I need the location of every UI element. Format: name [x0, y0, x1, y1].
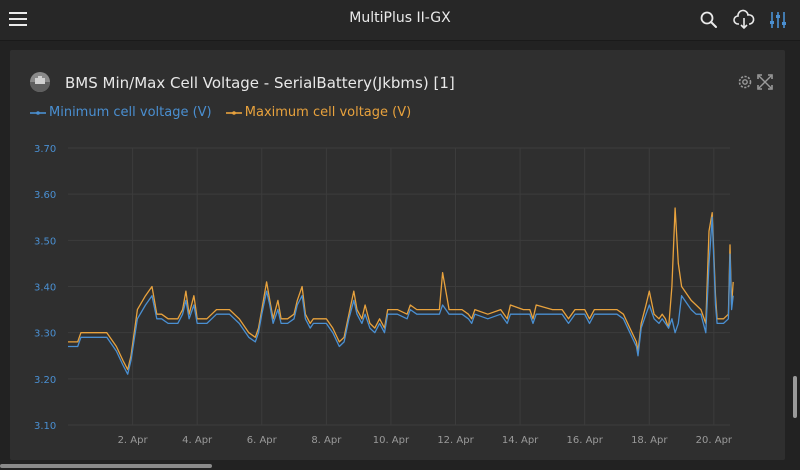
horizontal-scrollbar[interactable] — [0, 464, 212, 468]
legend-min-label: Minimum cell voltage (V) — [49, 105, 212, 120]
battery-logo-icon — [30, 72, 50, 92]
x-tick-label: 8. Apr — [311, 435, 342, 446]
y-tick-label: 3.60 — [34, 190, 56, 201]
x-tick-label: 6. Apr — [247, 435, 278, 446]
y-tick-label: 3.10 — [34, 421, 56, 432]
y-tick-label: 3.40 — [34, 283, 56, 294]
gear-icon[interactable] — [736, 73, 754, 91]
search-icon[interactable] — [698, 9, 720, 31]
x-tick-label: 2. Apr — [118, 435, 149, 446]
x-tick-label: 16. Apr — [566, 435, 603, 446]
legend-min-swatch-icon — [30, 110, 46, 115]
menu-icon[interactable] — [9, 12, 27, 28]
y-tick-label: 3.30 — [34, 329, 56, 340]
chart-legend: Minimum cell voltage (V) Maximum cell vo… — [30, 105, 421, 121]
y-tick-label: 3.70 — [34, 144, 56, 155]
legend-max-swatch-icon — [225, 110, 242, 115]
series-line-max-cell-voltage — [68, 207, 734, 371]
x-tick-label: 18. Apr — [631, 435, 668, 446]
x-tick-label: 20. Apr — [696, 435, 733, 446]
series-line-min-cell-voltage — [68, 216, 734, 375]
sliders-icon[interactable] — [767, 9, 789, 31]
x-tick-label: 10. Apr — [373, 435, 410, 446]
x-tick-label: 12. Apr — [437, 435, 474, 446]
legend-max-label: Maximum cell voltage (V) — [244, 105, 412, 120]
panel-title: BMS Min/Max Cell Voltage - SerialBattery… — [65, 74, 455, 92]
chart-panel: BMS Min/Max Cell Voltage - SerialBattery… — [10, 50, 785, 460]
legend-item-min[interactable]: Minimum cell voltage (V) — [30, 105, 212, 120]
x-tick-label: 4. Apr — [182, 435, 213, 446]
legend-item-max[interactable]: Maximum cell voltage (V) — [225, 105, 412, 120]
cloud-download-icon[interactable] — [733, 9, 755, 31]
x-tick-label: 14. Apr — [502, 435, 539, 446]
y-tick-label: 3.50 — [34, 236, 56, 247]
y-tick-label: 3.20 — [34, 375, 56, 386]
vertical-scrollbar[interactable] — [793, 376, 797, 418]
expand-icon[interactable] — [756, 73, 774, 91]
